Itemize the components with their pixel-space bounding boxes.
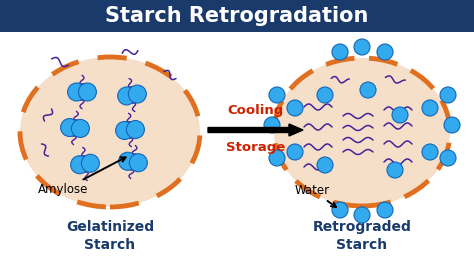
- Circle shape: [377, 202, 393, 218]
- Circle shape: [61, 118, 79, 137]
- Text: Gelatinized
Starch: Gelatinized Starch: [66, 220, 154, 252]
- Circle shape: [78, 83, 96, 101]
- Circle shape: [354, 207, 370, 223]
- Circle shape: [440, 150, 456, 166]
- Circle shape: [118, 152, 137, 170]
- FancyBboxPatch shape: [0, 0, 474, 32]
- Circle shape: [72, 120, 90, 137]
- Circle shape: [129, 154, 147, 172]
- Circle shape: [71, 156, 89, 174]
- Circle shape: [128, 85, 146, 103]
- Circle shape: [422, 144, 438, 160]
- Text: Retrograded
Starch: Retrograded Starch: [312, 220, 411, 252]
- Circle shape: [360, 82, 376, 98]
- Circle shape: [377, 44, 393, 60]
- Text: Cooling: Cooling: [228, 104, 284, 116]
- Circle shape: [127, 120, 145, 139]
- Circle shape: [287, 144, 303, 160]
- Circle shape: [440, 87, 456, 103]
- Circle shape: [444, 117, 460, 133]
- Circle shape: [264, 117, 280, 133]
- Circle shape: [68, 83, 86, 101]
- Ellipse shape: [20, 57, 200, 207]
- Text: Amylose: Amylose: [38, 157, 126, 197]
- Text: Starch Retrogradation: Starch Retrogradation: [105, 6, 369, 26]
- Text: Storage: Storage: [227, 141, 286, 153]
- Circle shape: [287, 100, 303, 116]
- Circle shape: [332, 44, 348, 60]
- Circle shape: [332, 202, 348, 218]
- Text: Water: Water: [295, 183, 336, 207]
- Circle shape: [387, 162, 403, 178]
- Circle shape: [116, 122, 134, 139]
- Ellipse shape: [274, 58, 450, 206]
- Circle shape: [392, 107, 408, 123]
- Circle shape: [422, 100, 438, 116]
- Circle shape: [354, 39, 370, 55]
- Circle shape: [269, 150, 285, 166]
- Circle shape: [317, 87, 333, 103]
- Circle shape: [118, 87, 136, 105]
- Circle shape: [82, 154, 100, 172]
- FancyArrow shape: [208, 124, 303, 136]
- Circle shape: [269, 87, 285, 103]
- Circle shape: [317, 157, 333, 173]
